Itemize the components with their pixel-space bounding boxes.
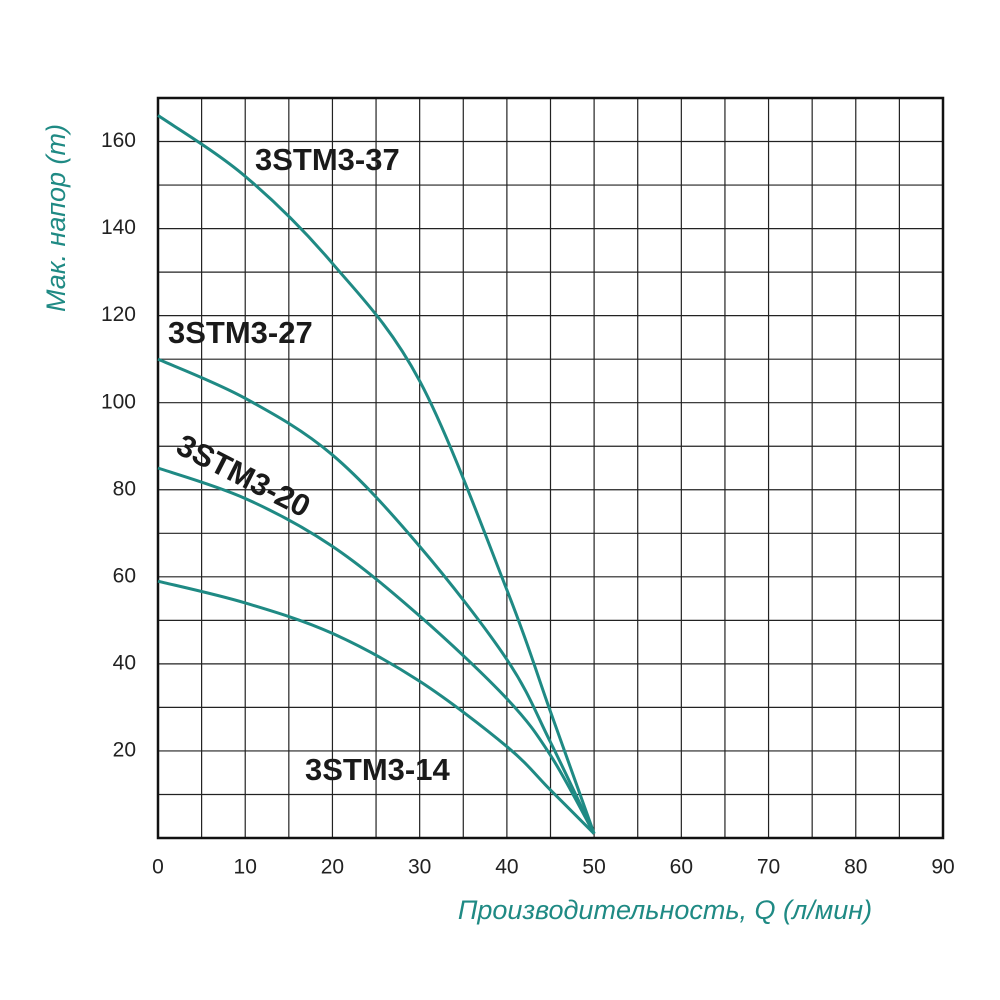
series-line — [157, 357, 596, 835]
series-line — [157, 466, 596, 835]
y-tick-label: 80 — [113, 477, 136, 500]
x-tick-label: 90 — [931, 856, 954, 879]
x-tick-label: 70 — [757, 856, 780, 879]
y-tick-label: 20 — [113, 738, 136, 761]
y-tick-label: 160 — [101, 129, 136, 152]
x-axis-title: Производительность, Q (л/мин) — [458, 895, 872, 925]
x-tick-label: 40 — [495, 856, 518, 879]
x-tick-label: 20 — [321, 856, 344, 879]
series-label: 3STM3-37 — [255, 142, 400, 177]
y-tick-label: 60 — [113, 564, 136, 587]
series-label: 3STM3-20 — [171, 427, 316, 524]
x-tick-label: 50 — [582, 856, 605, 879]
series-label: 3STM3-27 — [168, 315, 313, 350]
series-line — [157, 114, 596, 835]
x-tick-label: 80 — [844, 856, 867, 879]
x-tick-label: 0 — [152, 856, 164, 879]
x-tick-label: 30 — [408, 856, 431, 879]
y-tick-label: 100 — [101, 390, 136, 413]
series-label: 3STM3-14 — [305, 752, 450, 787]
y-tick-label: 120 — [101, 303, 136, 326]
x-tick-label: 10 — [234, 856, 257, 879]
y-axis-title: Мак. напор (m) — [41, 124, 71, 312]
series-line — [157, 579, 596, 835]
y-tick-label: 140 — [101, 216, 136, 239]
y-tick-label: 40 — [113, 651, 136, 674]
x-tick-label: 60 — [670, 856, 693, 879]
